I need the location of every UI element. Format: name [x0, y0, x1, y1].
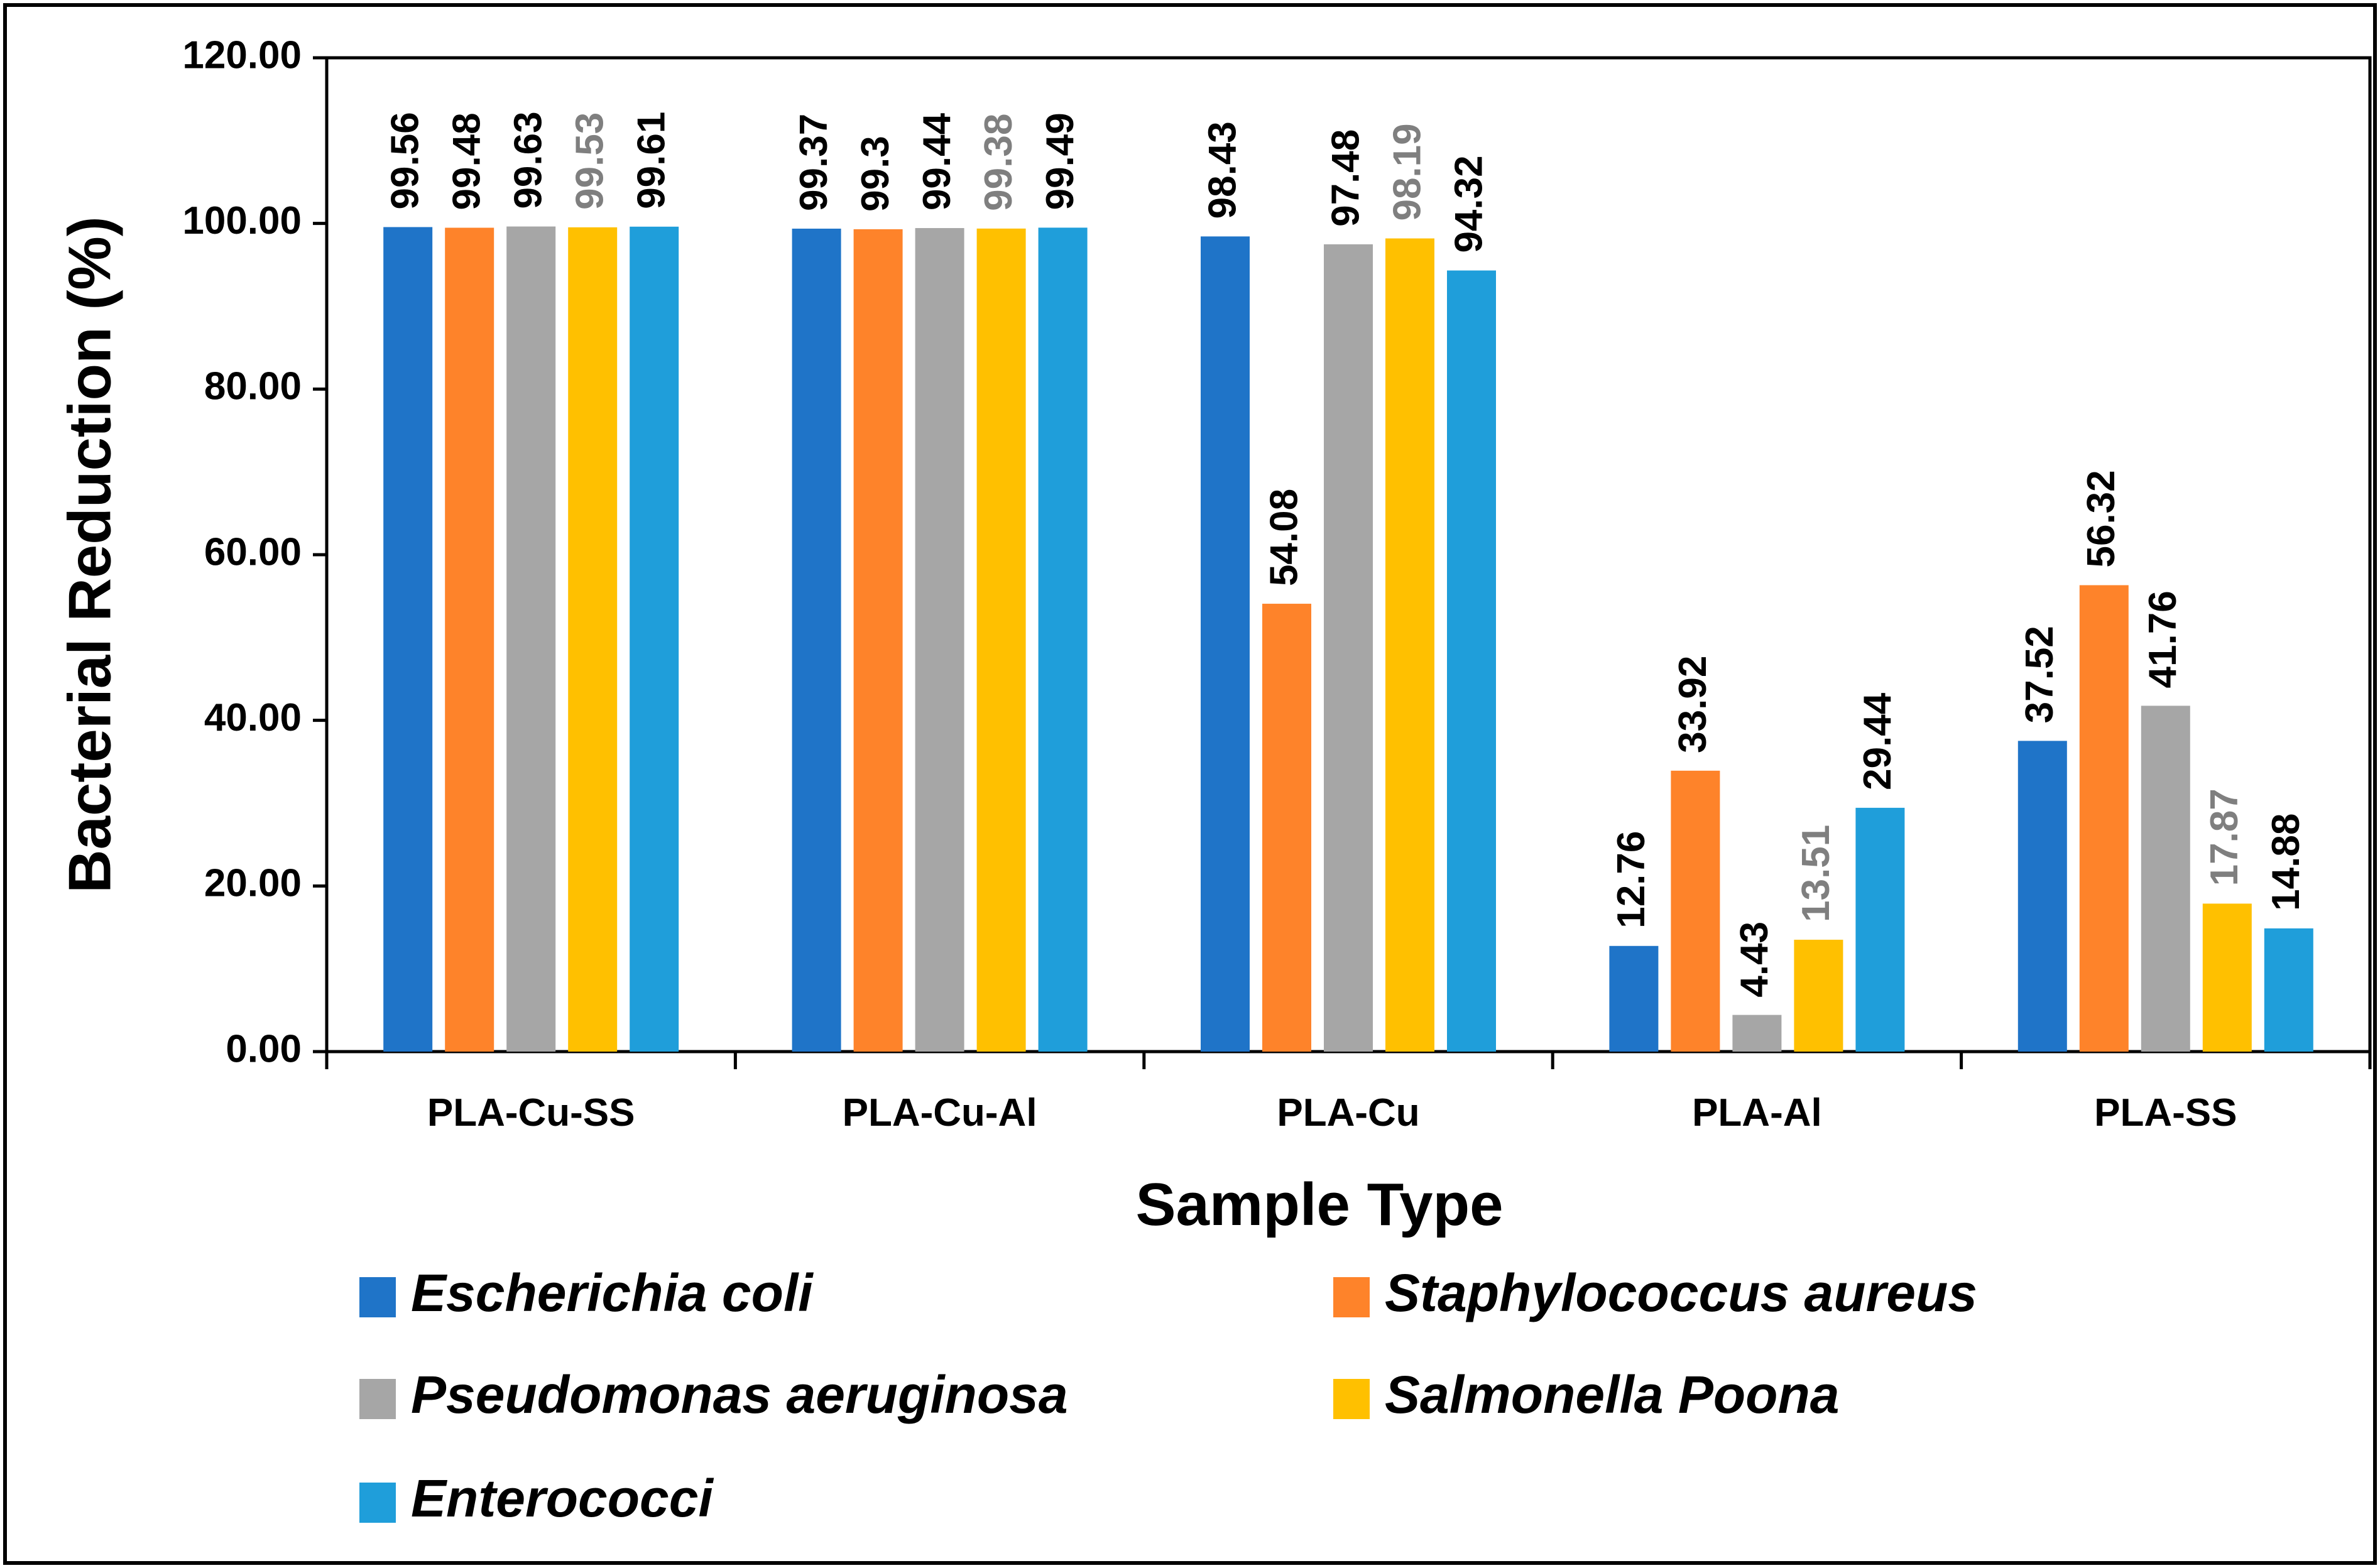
bar	[1201, 236, 1250, 1052]
y-tick-label: 100.00	[182, 199, 302, 242]
data-label: 94.32	[1447, 155, 1490, 253]
data-label: 14.88	[2264, 814, 2308, 911]
legend-label: Escherichia coli	[411, 1263, 814, 1322]
data-label: 98.19	[1385, 123, 1429, 220]
y-axis: 0.00 20.00 40.00 60.00 80.00 100.00 120.00	[182, 33, 327, 1070]
bar	[1609, 945, 1659, 1052]
bar	[2079, 585, 2129, 1052]
x-tick-label: PLA-Cu-Al	[843, 1091, 1037, 1135]
data-label: 41.76	[2141, 591, 2185, 688]
bar	[1038, 227, 1088, 1052]
bar	[2017, 741, 2067, 1052]
data-label: 33.92	[1671, 656, 1715, 753]
data-labels-group: 99.56 99.37 98.43 12.76 37.52 99.48 99.3 54.08 3…	[384, 111, 2308, 997]
bar	[2202, 903, 2252, 1052]
data-label: 29.44	[1856, 692, 1899, 790]
bar	[853, 229, 903, 1052]
data-label: 99.37	[792, 114, 836, 211]
bar	[792, 228, 841, 1052]
legend-swatch	[359, 1483, 396, 1523]
data-label: 4.43	[1733, 922, 1776, 998]
data-label: 56.32	[2080, 470, 2123, 567]
bar	[1855, 807, 1905, 1052]
data-label: 13.51	[1794, 825, 1838, 922]
data-label: 99.38	[977, 114, 1020, 211]
legend: Escherichia coli Staphylococcus aureus Pse…	[359, 1263, 1977, 1528]
y-tick-label: 40.00	[204, 696, 302, 739]
bar	[2264, 928, 2313, 1052]
bar	[1324, 244, 1373, 1052]
legend-swatch	[1333, 1277, 1370, 1317]
bar	[1794, 939, 1843, 1052]
legend-label: Pseudomonas aeruginosa	[411, 1365, 1068, 1424]
y-axis-title: Bacterial Reduction (%)	[56, 216, 123, 893]
data-label: 99.63	[507, 111, 550, 209]
data-label: 99.53	[569, 112, 612, 210]
bar	[1262, 604, 1311, 1052]
data-label: 99.44	[915, 112, 959, 210]
x-tick-label: PLA-Cu-SS	[427, 1091, 635, 1135]
x-axis-title: Sample Type	[1135, 1171, 1503, 1238]
data-label: 12.76	[1610, 831, 1653, 928]
x-tick-label: PLA-Al	[1692, 1091, 1822, 1135]
legend-swatch	[1333, 1379, 1370, 1419]
bar	[445, 227, 494, 1052]
y-tick-label: 20.00	[204, 862, 302, 905]
y-tick-label: 80.00	[204, 365, 302, 408]
y-tick-label: 120.00	[182, 33, 302, 77]
y-tick-label: 0.00	[226, 1027, 302, 1070]
legend-swatch	[359, 1277, 396, 1317]
legend-label: Staphylococcus aureus	[1385, 1263, 1977, 1322]
legend-label: Salmonella Poona	[1385, 1365, 1840, 1424]
data-label: 98.43	[1201, 121, 1244, 219]
bar	[383, 227, 433, 1052]
data-label: 99.49	[1039, 112, 1082, 210]
x-axis: PLA-Cu-SS PLA-Cu-Al PLA-Cu PLA-Al PLA-SS	[325, 1052, 2372, 1135]
x-tick-label: PLA-SS	[2094, 1091, 2237, 1135]
bar	[2141, 705, 2190, 1052]
bar	[1385, 238, 1434, 1052]
data-label: 37.52	[2018, 626, 2061, 723]
data-label: 99.61	[630, 112, 674, 209]
legend-label: Enterococci	[411, 1469, 714, 1528]
bar	[568, 227, 618, 1052]
bar	[976, 228, 1026, 1052]
bar	[1732, 1015, 1782, 1052]
legend-swatch	[359, 1379, 396, 1419]
bar	[630, 226, 679, 1052]
bars-group	[383, 226, 2313, 1052]
bar	[506, 226, 556, 1052]
bar	[1447, 270, 1496, 1052]
data-label: 54.08	[1262, 489, 1306, 586]
bar	[1671, 770, 1720, 1052]
data-label: 99.56	[384, 112, 427, 209]
bar	[915, 228, 964, 1052]
x-tick-label: PLA-Cu	[1277, 1091, 1419, 1135]
y-tick-label: 60.00	[204, 530, 302, 574]
data-label: 17.87	[2203, 788, 2246, 886]
data-label: 97.48	[1324, 129, 1367, 227]
data-label: 99.48	[445, 112, 489, 210]
data-label: 99.3	[854, 136, 897, 212]
